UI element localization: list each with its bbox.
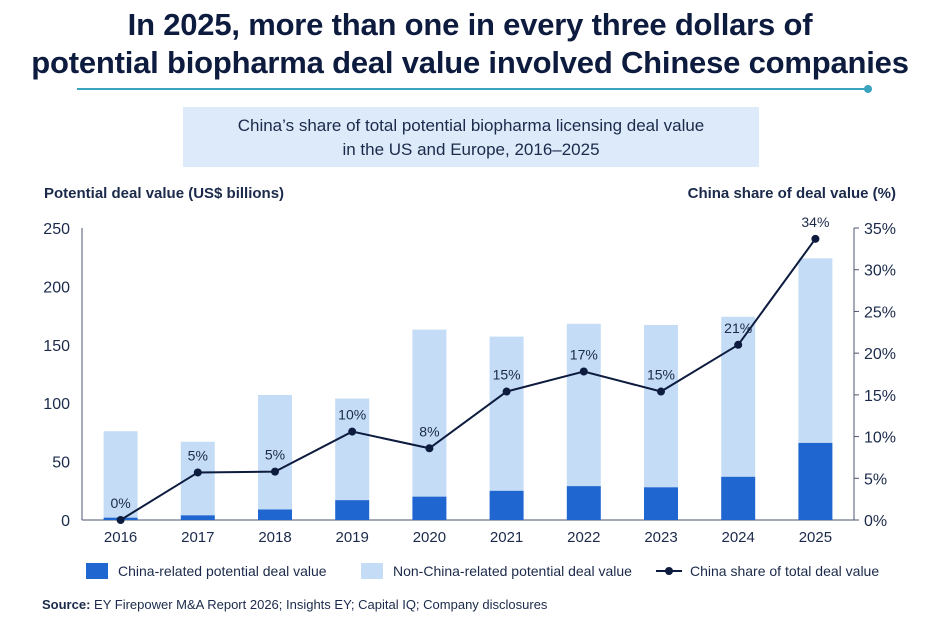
source-label: Source: xyxy=(42,597,91,612)
right-axis-tick-label: 30% xyxy=(864,263,896,280)
right-axis-tick-label: 20% xyxy=(864,346,896,363)
x-axis-tick-label: 2024 xyxy=(722,529,755,546)
share-point xyxy=(502,387,511,396)
x-axis-tick-label: 2019 xyxy=(336,529,369,546)
headline: In 2025, more than one in every three do… xyxy=(0,6,940,82)
legend-label-share: China share of total deal value xyxy=(690,563,880,579)
share-data-label: 8% xyxy=(419,423,439,439)
right-axis-tick-label: 35% xyxy=(864,221,896,238)
bar-non-china xyxy=(103,431,138,518)
bar-china xyxy=(566,486,601,520)
bar-china xyxy=(412,496,447,520)
bar-non-china xyxy=(258,395,292,510)
share-data-label: 15% xyxy=(493,367,521,383)
share-point xyxy=(657,387,665,396)
share-point xyxy=(811,234,820,243)
x-axis-tick-label: 2023 xyxy=(644,529,677,546)
share-point xyxy=(116,516,125,524)
bar-non-china xyxy=(412,329,447,497)
left-axis-tick-label: 0 xyxy=(61,513,70,530)
right-axis-tick-label: 10% xyxy=(864,430,896,447)
bar-china xyxy=(335,500,370,520)
right-axis-tick-label: 25% xyxy=(864,304,896,321)
x-axis-tick-label: 2021 xyxy=(490,529,523,546)
x-axis-tick-label: 2025 xyxy=(799,529,832,546)
left-axis-tick-label: 200 xyxy=(43,279,70,296)
share-data-label: 34% xyxy=(801,214,829,230)
x-axis-tick-label: 2018 xyxy=(258,529,291,546)
left-axis-tick-label: 150 xyxy=(43,338,70,355)
headline-line-1: In 2025, more than one in every three do… xyxy=(127,7,813,42)
share-data-label: 0% xyxy=(110,495,130,511)
bar-non-china xyxy=(566,323,601,487)
share-data-label: 17% xyxy=(570,346,598,362)
bar-non-china xyxy=(489,336,524,491)
share-data-label: 5% xyxy=(265,447,285,463)
left-axis-title: Potential deal value (US$ billions) xyxy=(44,185,285,202)
share-point xyxy=(271,467,279,476)
bar-china xyxy=(644,487,678,520)
bar-non-china xyxy=(798,258,833,443)
source-text: EY Firepower M&A Report 2026; Insights E… xyxy=(94,597,548,612)
share-point xyxy=(425,444,434,453)
share-point xyxy=(579,367,588,376)
share-data-label: 10% xyxy=(338,407,366,423)
headline-line-2: potential biopharma deal value involved … xyxy=(31,45,909,80)
share-data-label: 5% xyxy=(188,447,208,463)
left-axis-tick-label: 50 xyxy=(52,455,70,472)
accent-rule-dot xyxy=(864,85,872,93)
chart-subtitle-line-2: in the US and Europe, 2016–2025 xyxy=(342,140,600,159)
left-axis-tick-label: 250 xyxy=(43,221,70,238)
x-axis-tick-label: 2020 xyxy=(413,529,446,546)
legend: China-related potential deal value Non-C… xyxy=(0,563,940,587)
x-axis-tick-label: 2016 xyxy=(104,529,137,546)
bar-non-china xyxy=(721,316,756,477)
chart-subtitle-line-1: China’s share of total potential biophar… xyxy=(237,116,705,135)
x-axis-tick-label: 2017 xyxy=(181,529,214,546)
right-axis-title: China share of deal value (%) xyxy=(687,185,896,202)
accent-rule xyxy=(77,88,867,90)
bar-china xyxy=(180,515,215,520)
bar-china xyxy=(489,490,524,520)
right-axis-tick-label: 5% xyxy=(864,471,887,488)
bar-china xyxy=(721,476,756,520)
bar-china xyxy=(798,442,833,520)
right-axis-tick-label: 0% xyxy=(864,513,887,530)
legend-item-non-china: Non-China-related potential deal value xyxy=(361,563,632,579)
share-point xyxy=(734,340,743,349)
legend-label-china: China-related potential deal value xyxy=(118,563,327,579)
source-note: Source: EY Firepower M&A Report 2026; In… xyxy=(42,597,547,612)
legend-item-china: China-related potential deal value xyxy=(86,563,327,579)
bar-non-china xyxy=(335,398,370,501)
legend-swatch-china xyxy=(86,563,108,579)
share-data-label: 21% xyxy=(724,320,752,336)
x-axis-tick-label: 2022 xyxy=(567,529,600,546)
bar-china xyxy=(258,509,292,520)
share-data-label: 15% xyxy=(647,367,675,383)
left-axis-tick-label: 100 xyxy=(43,396,70,413)
legend-swatch-share-line xyxy=(656,563,682,579)
share-point xyxy=(193,468,202,477)
share-point xyxy=(348,427,357,436)
legend-label-non-china: Non-China-related potential deal value xyxy=(393,563,632,579)
share-line xyxy=(120,238,817,521)
right-axis-tick-label: 15% xyxy=(864,388,896,405)
legend-item-share: China share of total deal value xyxy=(656,563,879,579)
legend-swatch-non-china xyxy=(361,563,383,579)
bar-non-china xyxy=(644,324,678,488)
chart-subtitle-box: China’s share of total potential biophar… xyxy=(183,107,759,167)
